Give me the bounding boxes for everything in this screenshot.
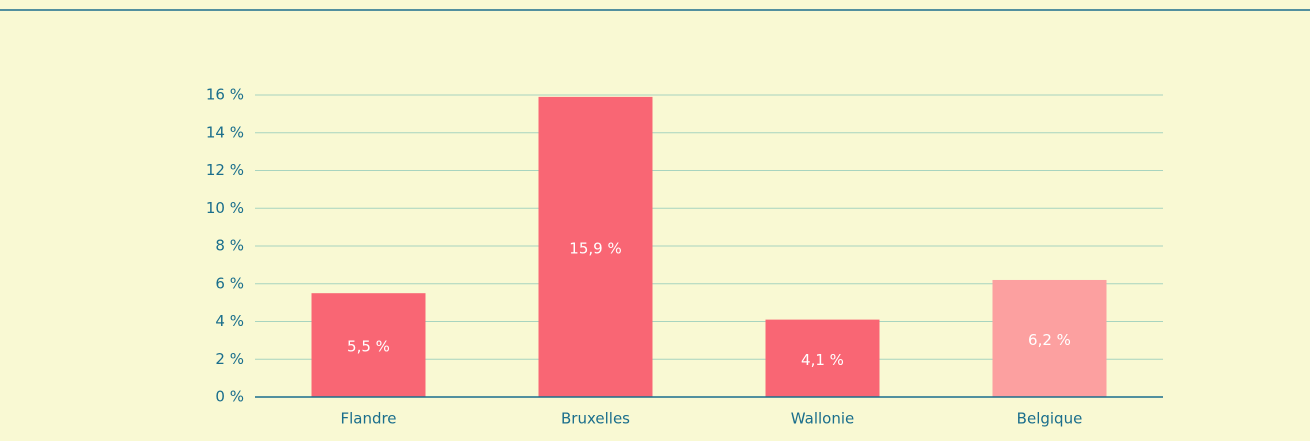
bar bbox=[311, 293, 426, 397]
y-tick-label: 8 % bbox=[215, 237, 244, 255]
y-tick-label: 0 % bbox=[215, 388, 244, 406]
x-tick-label: Wallonie bbox=[791, 410, 854, 428]
data-label: 6,2 % bbox=[1028, 331, 1071, 349]
x-tick-label: Flandre bbox=[340, 410, 396, 428]
bar bbox=[765, 319, 880, 397]
bar bbox=[992, 279, 1107, 397]
y-tick-label: 14 % bbox=[206, 123, 244, 141]
y-tick-label: 10 % bbox=[206, 199, 244, 217]
y-tick-label: 4 % bbox=[215, 312, 244, 330]
y-tick-label: 16 % bbox=[206, 86, 244, 104]
y-tick-label: 2 % bbox=[215, 350, 244, 368]
data-label: 5,5 % bbox=[347, 338, 390, 356]
data-label: 15,9 % bbox=[569, 239, 621, 257]
x-tick-label: Belgique bbox=[1017, 410, 1083, 428]
data-label: 4,1 % bbox=[801, 351, 844, 369]
y-tick-label: 6 % bbox=[215, 274, 244, 292]
bar bbox=[538, 96, 653, 397]
y-tick-label: 12 % bbox=[206, 161, 244, 179]
x-tick-label: Bruxelles bbox=[561, 410, 630, 428]
